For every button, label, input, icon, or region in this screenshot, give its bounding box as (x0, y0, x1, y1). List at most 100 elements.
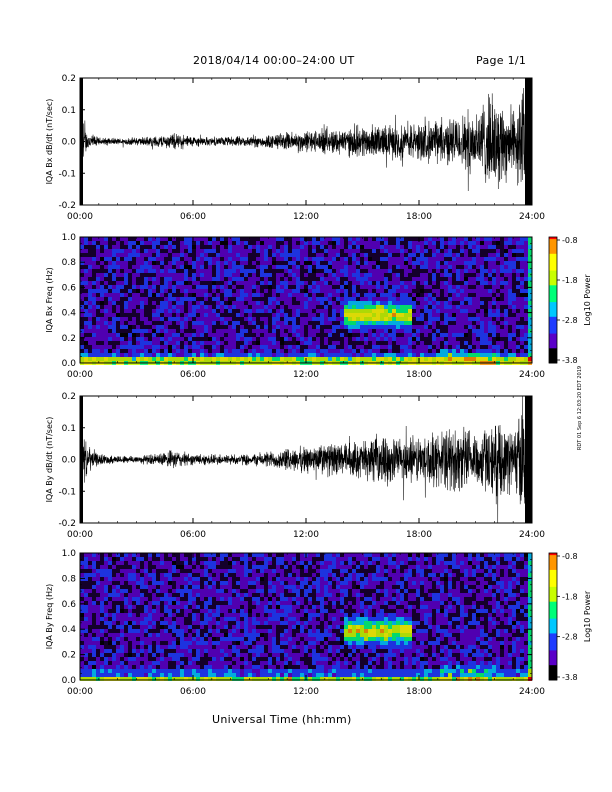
spectrogram-cell (400, 325, 404, 329)
spectrogram-cell (80, 605, 84, 609)
spectrogram-cell (404, 345, 408, 349)
spectrogram-cell (308, 265, 312, 269)
spectrogram-cell (156, 601, 160, 605)
spectrogram-cell (276, 249, 280, 253)
spectrogram-cell (212, 617, 216, 621)
spectrogram-cell (388, 673, 392, 677)
spectrogram-cell (96, 669, 100, 673)
spectrogram-cell (392, 317, 396, 321)
spectrogram-cell (296, 613, 300, 617)
spectrogram-cell (440, 281, 444, 285)
spectrogram-cell (504, 321, 508, 325)
spectrogram-cell (144, 241, 148, 245)
spectrogram-cell (456, 277, 460, 281)
spectrogram-cell (236, 565, 240, 569)
spectrogram-cell (384, 593, 388, 597)
spectrogram-cell (260, 585, 264, 589)
spectrogram-cell (228, 249, 232, 253)
spectrogram-cell (344, 305, 348, 309)
spectrogram-cell (252, 321, 256, 325)
spectrogram-cell (176, 633, 180, 637)
spectrogram-cell (280, 585, 284, 589)
spectrogram-cell (316, 349, 320, 353)
spectrogram-cell (464, 341, 468, 345)
spectrogram-cell (252, 645, 256, 649)
spectrogram-cell (496, 317, 500, 321)
spectrogram-cell (120, 345, 124, 349)
spectrogram-cell (252, 565, 256, 569)
spectrogram-cell (332, 277, 336, 281)
spectrogram-cell (292, 265, 296, 269)
spectrogram-cell (164, 273, 168, 277)
spectrogram-cell (220, 289, 224, 293)
spectrogram-cell (504, 309, 508, 313)
spectrogram-cell (476, 241, 480, 245)
spectrogram-cell (368, 261, 372, 265)
spectrogram-cell (232, 589, 236, 593)
spectrogram-cell (288, 337, 292, 341)
spectrogram-cell (464, 357, 468, 361)
spectrogram-cell (312, 357, 316, 361)
spectrogram-cell (524, 357, 528, 361)
spectrogram-cell (92, 649, 96, 653)
spectrogram-cell (464, 269, 468, 273)
spectrogram-cell (248, 309, 252, 313)
spectrogram-cell (352, 273, 356, 277)
spectrogram-cell (292, 345, 296, 349)
spectrogram-cell (104, 309, 108, 313)
spectrogram-cell (268, 301, 272, 305)
spectrogram-cell (472, 341, 476, 345)
spectrogram-cell (168, 641, 172, 645)
spectrogram-cell (300, 625, 304, 629)
spectrogram-cell (312, 617, 316, 621)
spectrogram-cell (104, 357, 108, 361)
spectrogram-cell (104, 621, 108, 625)
spectrogram-cell (264, 265, 268, 269)
spectrogram-cell (224, 593, 228, 597)
spectrogram-cell (256, 629, 260, 633)
spectrogram-cell (296, 669, 300, 673)
spectrogram-cell (112, 321, 116, 325)
spectrogram-cell (424, 257, 428, 261)
spectrogram-cell (108, 577, 112, 581)
spectrogram-cell (400, 285, 404, 289)
spectrogram-cell (200, 669, 204, 673)
spectrogram-cell (488, 309, 492, 313)
spectrogram-cell (172, 601, 176, 605)
spectrogram-cell (176, 321, 180, 325)
spectrogram-cell (112, 253, 116, 257)
spectrogram-cell (208, 277, 212, 281)
spectrogram-cell (200, 269, 204, 273)
spectrogram-cell (460, 357, 464, 361)
spectrogram-cell (360, 621, 364, 625)
spectrogram-cell (380, 561, 384, 565)
spectrogram-cell (472, 333, 476, 337)
spectrogram-cell (380, 645, 384, 649)
spectrogram-cell (220, 645, 224, 649)
spectrogram-cell (284, 337, 288, 341)
spectrogram-cell (252, 657, 256, 661)
spectrogram-cell (440, 349, 444, 353)
spectrogram-cell (360, 321, 364, 325)
spectrogram-cell (196, 317, 200, 321)
spectrogram-cell (396, 245, 400, 249)
spectrogram-cell (152, 329, 156, 333)
spectrogram-cell (196, 349, 200, 353)
spectrogram-cell (100, 573, 104, 577)
spectrogram-cell (112, 301, 116, 305)
spectrogram-cell (492, 333, 496, 337)
spectrogram-cell (452, 241, 456, 245)
spectrogram-cell (140, 261, 144, 265)
spectrogram-cell (120, 325, 124, 329)
spectrogram-cell (96, 285, 100, 289)
spectrogram-cell (128, 353, 132, 357)
spectrogram-cell (172, 569, 176, 573)
spectrogram-cell (316, 357, 320, 361)
spectrogram-cell (436, 317, 440, 321)
spectrogram-cell (116, 669, 120, 673)
spectrogram-cell (256, 641, 260, 645)
spectrogram-cell (512, 265, 516, 269)
spectrogram-cell (408, 325, 412, 329)
spectrogram-cell (420, 349, 424, 353)
spectrogram-cell (528, 313, 532, 317)
